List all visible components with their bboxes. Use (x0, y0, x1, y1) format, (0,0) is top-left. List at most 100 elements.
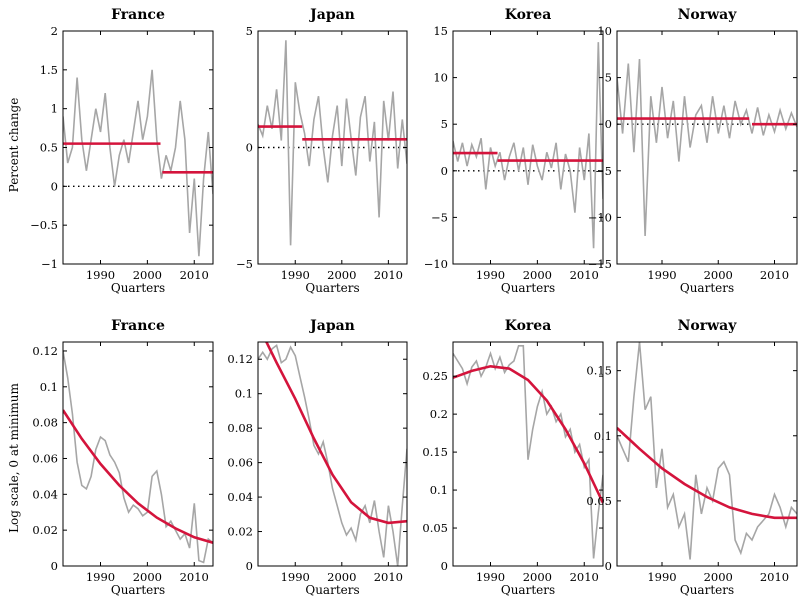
x-axis-label: Quarters (501, 281, 555, 295)
raw-series-line (63, 350, 213, 564)
y-tick-label: 0.2 (430, 407, 448, 421)
plot-frame (257, 30, 408, 265)
y-tick-label: 0 (441, 164, 448, 178)
raw-series-line (453, 344, 603, 559)
panel-title: France (111, 318, 165, 334)
panel-log-france: France 0 0.02 0.04 0.06 0.08 0.1 0.12 1990 2000 20… (32, 318, 214, 597)
panel-title: Japan (308, 318, 355, 334)
raw-series-line (617, 342, 797, 560)
raw-series-line (258, 40, 407, 246)
y-tick-label: −5 (595, 164, 612, 178)
raw-series-line (453, 42, 603, 249)
y-tick-label: 1 (51, 102, 58, 116)
y-tick-label: 0.25 (422, 369, 448, 383)
y-tick-label: −0.5 (30, 218, 58, 232)
panel-pct-japan: Japan −5 0 5 1990 2000 2010 Quarters (236, 7, 408, 295)
fitted-trend-curve (63, 409, 213, 544)
y-tick-label: 10 (433, 71, 448, 85)
y-tick-label: −10 (588, 210, 612, 224)
x-axis-label: Quarters (111, 281, 165, 295)
x-tick-label: 2010 (760, 268, 789, 282)
x-tick-label: 1990 (647, 268, 676, 282)
x-tick-label: 2010 (374, 268, 403, 282)
y-tick-label: 0 (441, 559, 448, 573)
panel-title: Norway (678, 318, 738, 334)
y-tick-label: 0.04 (32, 487, 58, 501)
y-tick-label: 10 (597, 24, 612, 38)
y-tick-label: 0.1 (430, 483, 448, 497)
y-tick-label: 1.5 (40, 63, 58, 77)
y-tick-label: 0.1 (235, 387, 253, 401)
plot-frame (616, 341, 798, 567)
y-tick-label: −1 (41, 257, 58, 271)
x-tick-label: 2000 (133, 268, 162, 282)
y-tick-label: 0.02 (227, 525, 253, 539)
x-axis-label: Quarters (680, 583, 734, 597)
panel-title: Korea (505, 7, 552, 23)
raw-series-line (63, 69, 213, 257)
x-axis-label: Quarters (305, 583, 359, 597)
y-tick-label: −5 (431, 210, 448, 224)
x-tick-label: 1990 (86, 268, 115, 282)
fitted-trend-curve (617, 427, 797, 520)
x-tick-label: 1990 (281, 570, 310, 584)
y-tick-label: 5 (441, 117, 448, 131)
y-tick-label: −5 (236, 257, 253, 271)
bottom-row-ylabel: Log scale, 0 at minimum (7, 382, 21, 532)
y-tick-label: −10 (424, 257, 448, 271)
x-tick-label: 2010 (570, 268, 599, 282)
x-axis-label: Quarters (680, 281, 734, 295)
panel-log-korea: Korea 0 0.05 0.1 0.15 0.2 0.25 1990 2000 2010 Quar… (422, 318, 604, 597)
y-tick-label: 0 (246, 141, 253, 155)
x-axis-label: Quarters (111, 583, 165, 597)
y-tick-label: 0.05 (422, 521, 448, 535)
x-axis-label: Quarters (305, 281, 359, 295)
x-tick-label: 2000 (327, 570, 356, 584)
panel-pct-france: France −1 −0.5 0 0.5 1 1.5 2 1990 2000 2010 Quarter… (30, 7, 214, 295)
y-tick-label: 0 (605, 559, 612, 573)
y-tick-label: 2 (51, 24, 58, 38)
y-tick-label: 0.04 (227, 490, 253, 504)
x-tick-label: 2010 (374, 570, 403, 584)
panel-pct-norway: Norway −15 −10 −5 0 5 10 1990 2000 2010 Quarters (588, 7, 798, 295)
x-tick-label: 1990 (476, 570, 505, 584)
plot-frame (616, 30, 798, 265)
y-tick-label: 0.1 (40, 380, 58, 394)
x-tick-label: 1990 (86, 570, 115, 584)
y-tick-label: 0.06 (32, 451, 58, 465)
raw-series-line (617, 58, 797, 237)
panel-title: Norway (678, 7, 738, 23)
y-tick-label: 0.08 (32, 416, 58, 430)
y-tick-label: 0.5 (40, 141, 58, 155)
x-tick-label: 2000 (523, 570, 552, 584)
x-axis-label: Quarters (501, 583, 555, 597)
plot-frame (62, 341, 214, 567)
x-tick-label: 2000 (704, 268, 733, 282)
y-tick-label: 5 (605, 71, 612, 85)
panel-title: Japan (308, 7, 355, 23)
y-tick-label: 0 (51, 179, 58, 193)
panel-title: France (111, 7, 165, 23)
plot-frame (452, 341, 604, 567)
y-tick-label: −15 (588, 257, 612, 271)
y-tick-label: 0.06 (227, 456, 253, 470)
fitted-trend-curve (453, 364, 603, 504)
y-tick-label: 0.15 (586, 364, 612, 378)
y-tick-label: 0.15 (422, 445, 448, 459)
y-tick-label: 0 (51, 559, 58, 573)
x-tick-label: 2000 (523, 268, 552, 282)
y-tick-label: 0.1 (594, 429, 612, 443)
x-tick-label: 2010 (180, 570, 209, 584)
x-tick-label: 2000 (133, 570, 162, 584)
x-tick-label: 1990 (647, 570, 676, 584)
plot-frame (257, 341, 408, 567)
plot-frame (452, 30, 604, 265)
x-tick-label: 2000 (704, 570, 733, 584)
y-tick-label: 0 (605, 117, 612, 131)
panel-pct-korea: Korea −10 −5 0 5 10 15 1990 2000 2010 Quarters (424, 7, 604, 295)
y-tick-label: 15 (433, 24, 448, 38)
x-tick-label: 1990 (476, 268, 505, 282)
y-tick-label: 0.12 (227, 352, 253, 366)
y-tick-label: 0.12 (32, 344, 58, 358)
